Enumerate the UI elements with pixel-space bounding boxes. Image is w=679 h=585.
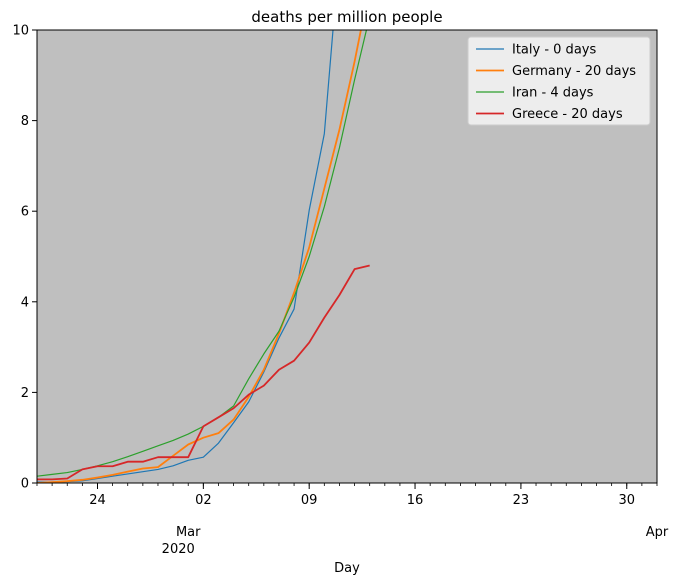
x-tick-label: 23 (513, 493, 530, 508)
legend: Italy - 0 days Germany - 20 days Iran - 4 … (467, 36, 651, 126)
legend-box (467, 36, 651, 126)
y-tick-label: 4 (21, 295, 29, 310)
series-layer (37, 30, 370, 483)
x-axis-label: Day (334, 561, 360, 576)
x-month-label: Mar (176, 525, 201, 540)
legend-entry: Germany - 20 days (512, 64, 636, 79)
y-tick-label: 6 (21, 205, 29, 220)
y-tick-label: 2 (21, 386, 29, 401)
legend-entry: Italy - 0 days (512, 43, 596, 58)
x-tick-label: 09 (301, 493, 318, 508)
x-tick-label: 24 (89, 493, 106, 508)
series-line-1 (37, 30, 362, 483)
plot-frame (36, 29, 658, 484)
x-year-label: 2020 (162, 542, 195, 557)
legend-entry: Iran - 4 days (512, 86, 594, 101)
y-tick-label: 8 (21, 114, 29, 129)
legend-entry: Greece - 20 days (512, 107, 623, 122)
x-tick-label: 30 (618, 493, 635, 508)
y-tick-label: 0 (21, 477, 29, 492)
x-tick-label: 02 (195, 493, 212, 508)
series-line-3 (37, 264, 370, 481)
chart-title: deaths per million people (251, 8, 442, 26)
x-month-label: Apr (646, 525, 669, 540)
y-tick-label: 10 (12, 24, 29, 39)
x-tick-label: 16 (407, 493, 424, 508)
